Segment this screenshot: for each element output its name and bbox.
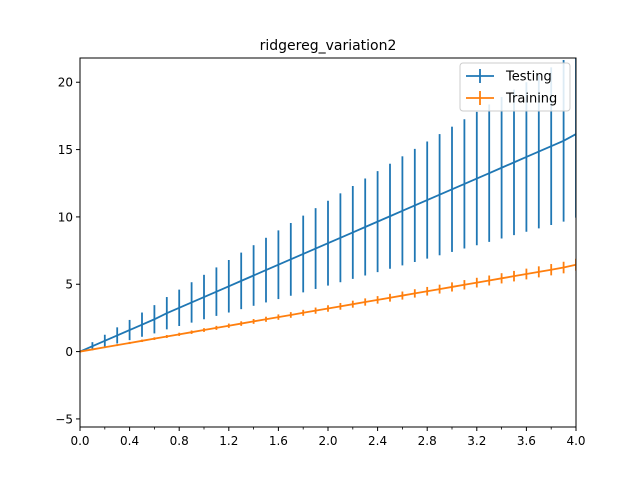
y-tick-label: 0 — [65, 345, 73, 359]
x-tick-label: 2.8 — [418, 434, 437, 448]
y-tick-label: 20 — [58, 76, 73, 90]
x-tick-label: 0.0 — [70, 434, 89, 448]
x-tick-label: 0.8 — [170, 434, 189, 448]
x-tick-label: 2.0 — [318, 434, 337, 448]
series-line — [80, 133, 576, 353]
x-tick-label: 3.6 — [517, 434, 536, 448]
x-tick-label: 4.0 — [566, 434, 585, 448]
y-tick-label: −5 — [55, 412, 73, 426]
legend-label: Testing — [505, 70, 552, 85]
series-line — [80, 263, 576, 353]
chart-title: ridgereg_variation2 — [260, 38, 397, 54]
x-tick-label: 1.6 — [269, 434, 288, 448]
axes: 0.0 0.4 0.8 1.2 1.6 2.0 2.4 2.8 3.2 3.6 4.0 −5 0 5 10 1… — [55, 57, 586, 448]
series-training — [80, 258, 576, 353]
legend-box — [459, 62, 571, 112]
x-tick-label: 1.2 — [219, 434, 238, 448]
y-tick-label: 10 — [58, 210, 73, 224]
legend-label: Training — [505, 92, 557, 107]
x-tick-label: 0.4 — [120, 434, 139, 448]
legend: Testing Training — [459, 62, 571, 112]
y-tick-label: 15 — [58, 143, 73, 157]
x-tick-label: 3.2 — [467, 434, 486, 448]
y-tick-label: 5 — [65, 278, 73, 292]
x-tick-label: 2.4 — [368, 434, 387, 448]
